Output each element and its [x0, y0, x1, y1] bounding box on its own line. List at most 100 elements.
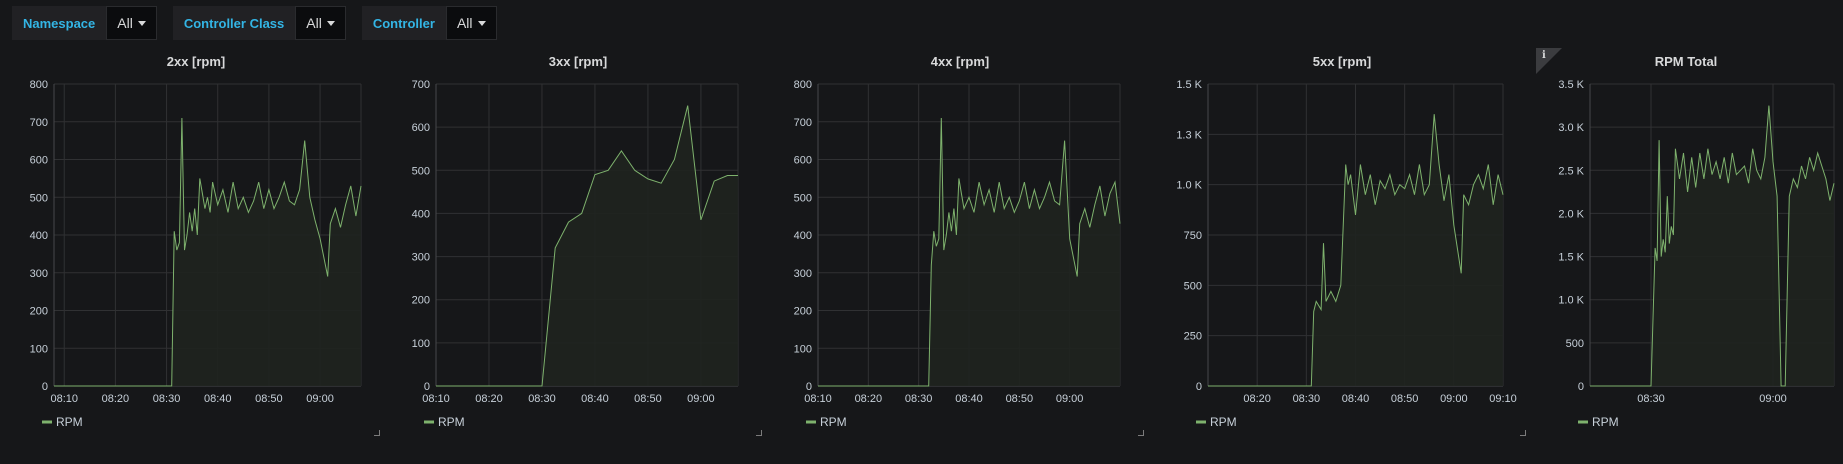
namespace-variable: Namespace All — [12, 6, 157, 40]
controller-value: All — [456, 15, 473, 31]
y-tick-label: 1.5 K — [1558, 252, 1584, 264]
legend-item[interactable]: RPM — [1210, 415, 1237, 429]
x-tick-label: 08:40 — [581, 393, 609, 405]
panel-2xx[interactable]: 2xx [rpm] 0 100 200 300 400 500 600 700 800 08:10… — [8, 48, 384, 440]
x-tick-label: 08:50 — [1391, 393, 1419, 405]
x-tick-label: 09:00 — [1056, 393, 1084, 405]
y-tick-label: 100 — [30, 343, 48, 355]
panel-title[interactable]: 4xx [rpm] — [930, 54, 990, 69]
y-tick-label: 0 — [1578, 381, 1584, 393]
controller-select[interactable]: All — [445, 6, 497, 40]
legend-item[interactable]: RPM — [56, 415, 83, 429]
x-tick-label: 08:10 — [804, 393, 832, 405]
y-tick-label: 3.0 K — [1558, 122, 1584, 134]
controller-class-select[interactable]: All — [295, 6, 346, 40]
x-tick-label: 08:20 — [102, 393, 130, 405]
panel-rpm-total[interactable]: i RPM Total 0 500 1.0 K 1.5 K 2.0 K 2.5 K 3.0 … — [1536, 48, 1836, 440]
y-tick-label: 1.0 K — [1558, 295, 1584, 307]
x-tick-label: 08:20 — [1243, 393, 1271, 405]
x-tick-label: 09:00 — [687, 393, 715, 405]
controller-label: Controller — [361, 6, 446, 40]
resize-handle[interactable] — [1520, 430, 1526, 436]
panel-title[interactable]: 5xx [rpm] — [1312, 54, 1372, 69]
y-tick-label: 400 — [30, 230, 48, 242]
y-tick-label: 100 — [794, 343, 812, 355]
panel-3xx[interactable]: 3xx [rpm] 0 100 200 300 400 500 600 700 08:10 08:… — [390, 48, 766, 440]
controller-class-label: Controller Class — [172, 6, 296, 40]
y-tick-label: 500 — [30, 192, 48, 204]
series-area — [54, 118, 361, 386]
y-tick-label: 1.3 K — [1176, 129, 1202, 141]
y-tick-label: 500 — [1566, 338, 1584, 350]
caret-down-icon — [326, 20, 335, 26]
y-tick-label: 0 — [424, 381, 430, 393]
y-tick-label: 300 — [30, 268, 48, 280]
x-tick-label: 08:20 — [475, 393, 503, 405]
y-tick-label: 200 — [412, 295, 430, 307]
namespace-select[interactable]: All — [106, 6, 157, 40]
x-tick-label: 08:40 — [204, 393, 232, 405]
legend-item[interactable]: RPM — [1592, 415, 1619, 429]
y-tick-label: 800 — [30, 79, 48, 91]
series-area — [818, 118, 1120, 386]
x-tick-label: 08:50 — [1006, 393, 1034, 405]
template-variables: Namespace All Controller Class All Contr… — [12, 6, 497, 40]
y-tick-label: 1.5 K — [1176, 79, 1202, 91]
panel-title[interactable]: 2xx [rpm] — [166, 54, 226, 69]
x-tick-label: 08:30 — [153, 393, 181, 405]
y-tick-label: 0 — [1196, 381, 1202, 393]
y-tick-label: 200 — [30, 306, 48, 318]
panel-4xx[interactable]: 4xx [rpm] 0 100 200 300 400 500 600 700 800 08:10… — [772, 48, 1148, 440]
y-tick-label: 3.5 K — [1558, 79, 1584, 91]
x-tick-label: 08:10 — [422, 393, 450, 405]
x-tick-label: 08:40 — [955, 393, 983, 405]
y-tick-label: 500 — [412, 165, 430, 177]
x-tick-label: 08:50 — [255, 393, 283, 405]
y-tick-label: 700 — [794, 117, 812, 129]
y-tick-label: 1.0 K — [1176, 180, 1202, 192]
y-tick-label: 600 — [412, 122, 430, 134]
y-tick-label: 250 — [1184, 331, 1202, 343]
y-tick-label: 0 — [806, 381, 812, 393]
series-area — [1590, 105, 1834, 386]
x-tick-label: 09:00 — [1440, 393, 1468, 405]
x-tick-label: 08:10 — [50, 393, 78, 405]
y-tick-label: 750 — [1184, 230, 1202, 242]
chart-rpm-total: 0 500 1.0 K 1.5 K 2.0 K 2.5 K 3.0 K 3.5 K 08:30 0… — [1558, 79, 1835, 429]
caret-down-icon — [477, 20, 486, 26]
x-tick-label: 08:30 — [528, 393, 556, 405]
controller-variable: Controller All — [361, 6, 497, 40]
info-icon[interactable]: i — [1542, 50, 1546, 61]
y-tick-label: 400 — [412, 208, 430, 220]
y-tick-label: 500 — [1184, 280, 1202, 292]
x-tick-label: 08:40 — [1342, 393, 1370, 405]
y-tick-label: 100 — [412, 338, 430, 350]
y-tick-label: 200 — [794, 306, 812, 318]
series-line — [1208, 114, 1504, 387]
y-tick-label: 700 — [30, 117, 48, 129]
namespace-value: All — [117, 15, 133, 31]
panel-title[interactable]: 3xx [rpm] — [548, 54, 608, 69]
panel-title[interactable]: RPM Total — [1654, 54, 1718, 69]
series-area — [1208, 114, 1503, 386]
resize-handle[interactable] — [1138, 430, 1144, 436]
x-tick-label: 09:00 — [306, 393, 334, 405]
y-tick-label: 500 — [794, 192, 812, 204]
resize-handle[interactable] — [374, 430, 380, 436]
legend-item[interactable]: RPM — [438, 415, 465, 429]
x-tick-label: 08:30 — [1637, 393, 1665, 405]
series-line — [436, 105, 738, 387]
panel-5xx[interactable]: 5xx [rpm] 0 250 500 750 1.0 K 1.3 K 1.5 K 08:20… — [1154, 48, 1530, 440]
controller-class-variable: Controller Class All — [172, 6, 346, 40]
series-line — [1590, 105, 1835, 387]
namespace-label: Namespace — [12, 6, 107, 40]
legend-item[interactable]: RPM — [820, 415, 847, 429]
caret-down-icon — [137, 20, 146, 26]
series-area — [436, 105, 738, 386]
info-corner[interactable] — [1536, 48, 1562, 74]
y-tick-label: 600 — [30, 155, 48, 167]
resize-handle[interactable] — [756, 430, 762, 436]
x-tick-label: 08:50 — [634, 393, 662, 405]
chart-2xx: 0 100 200 300 400 500 600 700 800 08:10 08:20 08:30… — [30, 79, 362, 429]
y-tick-label: 400 — [794, 230, 812, 242]
